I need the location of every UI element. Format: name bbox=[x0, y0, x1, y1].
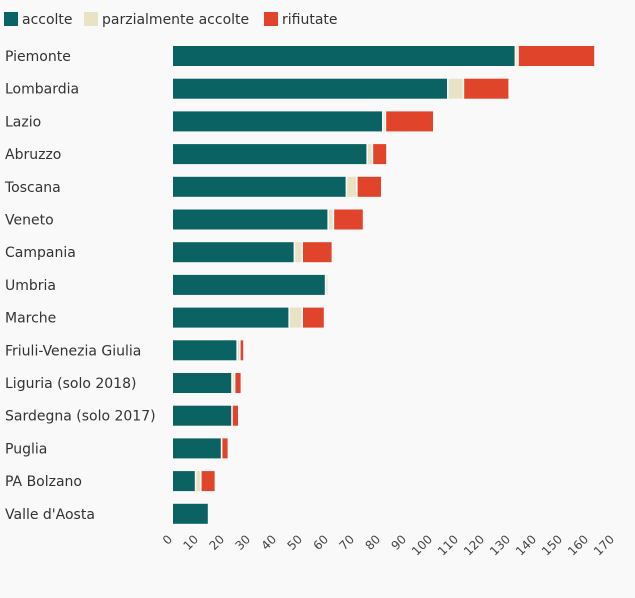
bar-puglia-rifiutate bbox=[222, 438, 228, 459]
category-labels: Piemonte Lombardia Lazio Abruzzo Toscana Vene… bbox=[4, 49, 156, 523]
x-tick-label-80: 80 bbox=[362, 532, 383, 553]
category-label-campania: Campania bbox=[5, 245, 76, 261]
category-label-toscana: Toscana bbox=[4, 180, 61, 196]
x-tick-label-150: 150 bbox=[539, 532, 565, 558]
bar-campania-accolte bbox=[173, 242, 294, 263]
bar-lombardia-accolte bbox=[173, 78, 447, 99]
bar-piemonte-rifiutate bbox=[518, 46, 595, 66]
category-label-veneto: Veneto bbox=[5, 213, 54, 229]
bar-abruzzo-parzialmente-accolte bbox=[368, 144, 372, 165]
category-label-marche: Marche bbox=[5, 311, 56, 327]
bar-veneto-parzialmente-accolte bbox=[329, 209, 333, 230]
category-label-umbria: Umbria bbox=[5, 278, 56, 294]
legend-label-rifiutate: rifiutate bbox=[282, 12, 338, 28]
x-tick-label-140: 140 bbox=[513, 532, 539, 558]
bar-friuli-venezia-giulia-rifiutate bbox=[240, 340, 244, 361]
x-tick-label-130: 130 bbox=[487, 532, 513, 558]
legend-swatch-parzialmente-accolte bbox=[84, 12, 98, 26]
bar-toscana-parzialmente-accolte bbox=[347, 176, 356, 197]
x-tick-label-0: 0 bbox=[160, 532, 175, 547]
bar-friuli-venezia-giulia-accolte bbox=[173, 340, 237, 361]
bar-veneto-rifiutate bbox=[334, 209, 363, 230]
x-tick-label-160: 160 bbox=[565, 532, 591, 558]
bar-campania-parzialmente-accolte bbox=[295, 242, 302, 263]
bar-abruzzo-rifiutate bbox=[373, 144, 387, 165]
x-axis-ticks: 0 10 20 30 40 50 60 70 80 90 100 110 120 130 140 150 160… bbox=[160, 532, 617, 558]
category-label-puglia: Puglia bbox=[5, 441, 47, 457]
x-tick-label-40: 40 bbox=[258, 532, 279, 553]
bar-valle-d-aosta-accolte bbox=[173, 503, 208, 524]
bar-veneto-accolte bbox=[173, 209, 328, 230]
bar-lazio-parzialmente-accolte bbox=[383, 111, 385, 132]
category-label-valle-d-aosta: Valle d'Aosta bbox=[5, 507, 95, 523]
x-tick-label-10: 10 bbox=[180, 532, 201, 553]
bar-puglia-accolte bbox=[173, 438, 221, 459]
bar-toscana-accolte bbox=[173, 176, 346, 197]
bar-sardegna-solo-2017-rifiutate bbox=[232, 405, 238, 426]
bar-friuli-venezia-giulia-parzialmente-accolte bbox=[238, 340, 239, 361]
bar-lazio-rifiutate bbox=[386, 111, 433, 132]
x-tick-label-70: 70 bbox=[336, 532, 357, 553]
legend-label-parzialmente-accolte: parzialmente accolte bbox=[102, 12, 249, 28]
category-label-liguria-solo-2018: Liguria (solo 2018) bbox=[5, 376, 136, 392]
bar-umbria-parzialmente-accolte bbox=[326, 274, 328, 295]
x-tick-label-20: 20 bbox=[206, 532, 227, 553]
legend: accolte parzialmente accolte rifiutate bbox=[4, 12, 338, 28]
x-tick-label-100: 100 bbox=[409, 532, 435, 558]
category-label-piemonte: Piemonte bbox=[5, 49, 71, 65]
bar-toscana-rifiutate bbox=[357, 176, 381, 197]
bar-pa-bolzano-rifiutate bbox=[201, 471, 215, 492]
bar-liguria-solo-2018-rifiutate bbox=[235, 373, 241, 393]
bar-liguria-solo-2018-accolte bbox=[173, 373, 232, 393]
bar-marche-accolte bbox=[173, 307, 289, 328]
bar-pa-bolzano-accolte bbox=[173, 471, 195, 492]
x-tick-label-90: 90 bbox=[388, 532, 409, 553]
category-label-lombardia: Lombardia bbox=[5, 82, 79, 98]
x-tick-label-120: 120 bbox=[461, 532, 487, 558]
x-tick-label-170: 170 bbox=[591, 532, 617, 558]
category-label-abruzzo: Abruzzo bbox=[5, 147, 61, 163]
category-label-friuli-venezia-giulia: Friuli-Venezia Giulia bbox=[5, 343, 141, 359]
category-label-sardegna-solo-2017: Sardegna (solo 2017) bbox=[5, 409, 156, 425]
bar-piemonte-accolte bbox=[173, 46, 515, 66]
bar-marche-rifiutate bbox=[303, 307, 324, 328]
x-tick-label-50: 50 bbox=[284, 532, 305, 553]
bar-piemonte-parzialmente-accolte bbox=[516, 46, 518, 66]
legend-swatch-rifiutate bbox=[264, 12, 278, 26]
bar-pa-bolzano-parzialmente-accolte bbox=[196, 471, 200, 492]
x-tick-label-30: 30 bbox=[232, 532, 253, 553]
bar-umbria-accolte bbox=[173, 274, 325, 295]
bar-lombardia-rifiutate bbox=[464, 78, 509, 99]
bar-lazio-accolte bbox=[173, 111, 382, 132]
bar-sardegna-solo-2017-accolte bbox=[173, 405, 232, 426]
bar-abruzzo-accolte bbox=[173, 144, 367, 165]
bar-campania-rifiutate bbox=[303, 242, 332, 263]
bar-liguria-solo-2018-parzialmente-accolte bbox=[232, 373, 234, 393]
category-label-lazio: Lazio bbox=[5, 114, 41, 130]
x-tick-label-110: 110 bbox=[435, 532, 461, 558]
x-tick-label-60: 60 bbox=[310, 532, 331, 553]
bars bbox=[173, 46, 595, 524]
bar-marche-parzialmente-accolte bbox=[290, 307, 302, 328]
legend-label-accolte: accolte bbox=[22, 12, 73, 28]
bar-lombardia-parzialmente-accolte bbox=[448, 78, 463, 99]
legend-swatch-accolte bbox=[4, 12, 18, 26]
category-label-pa-bolzano: PA Bolzano bbox=[5, 474, 82, 490]
